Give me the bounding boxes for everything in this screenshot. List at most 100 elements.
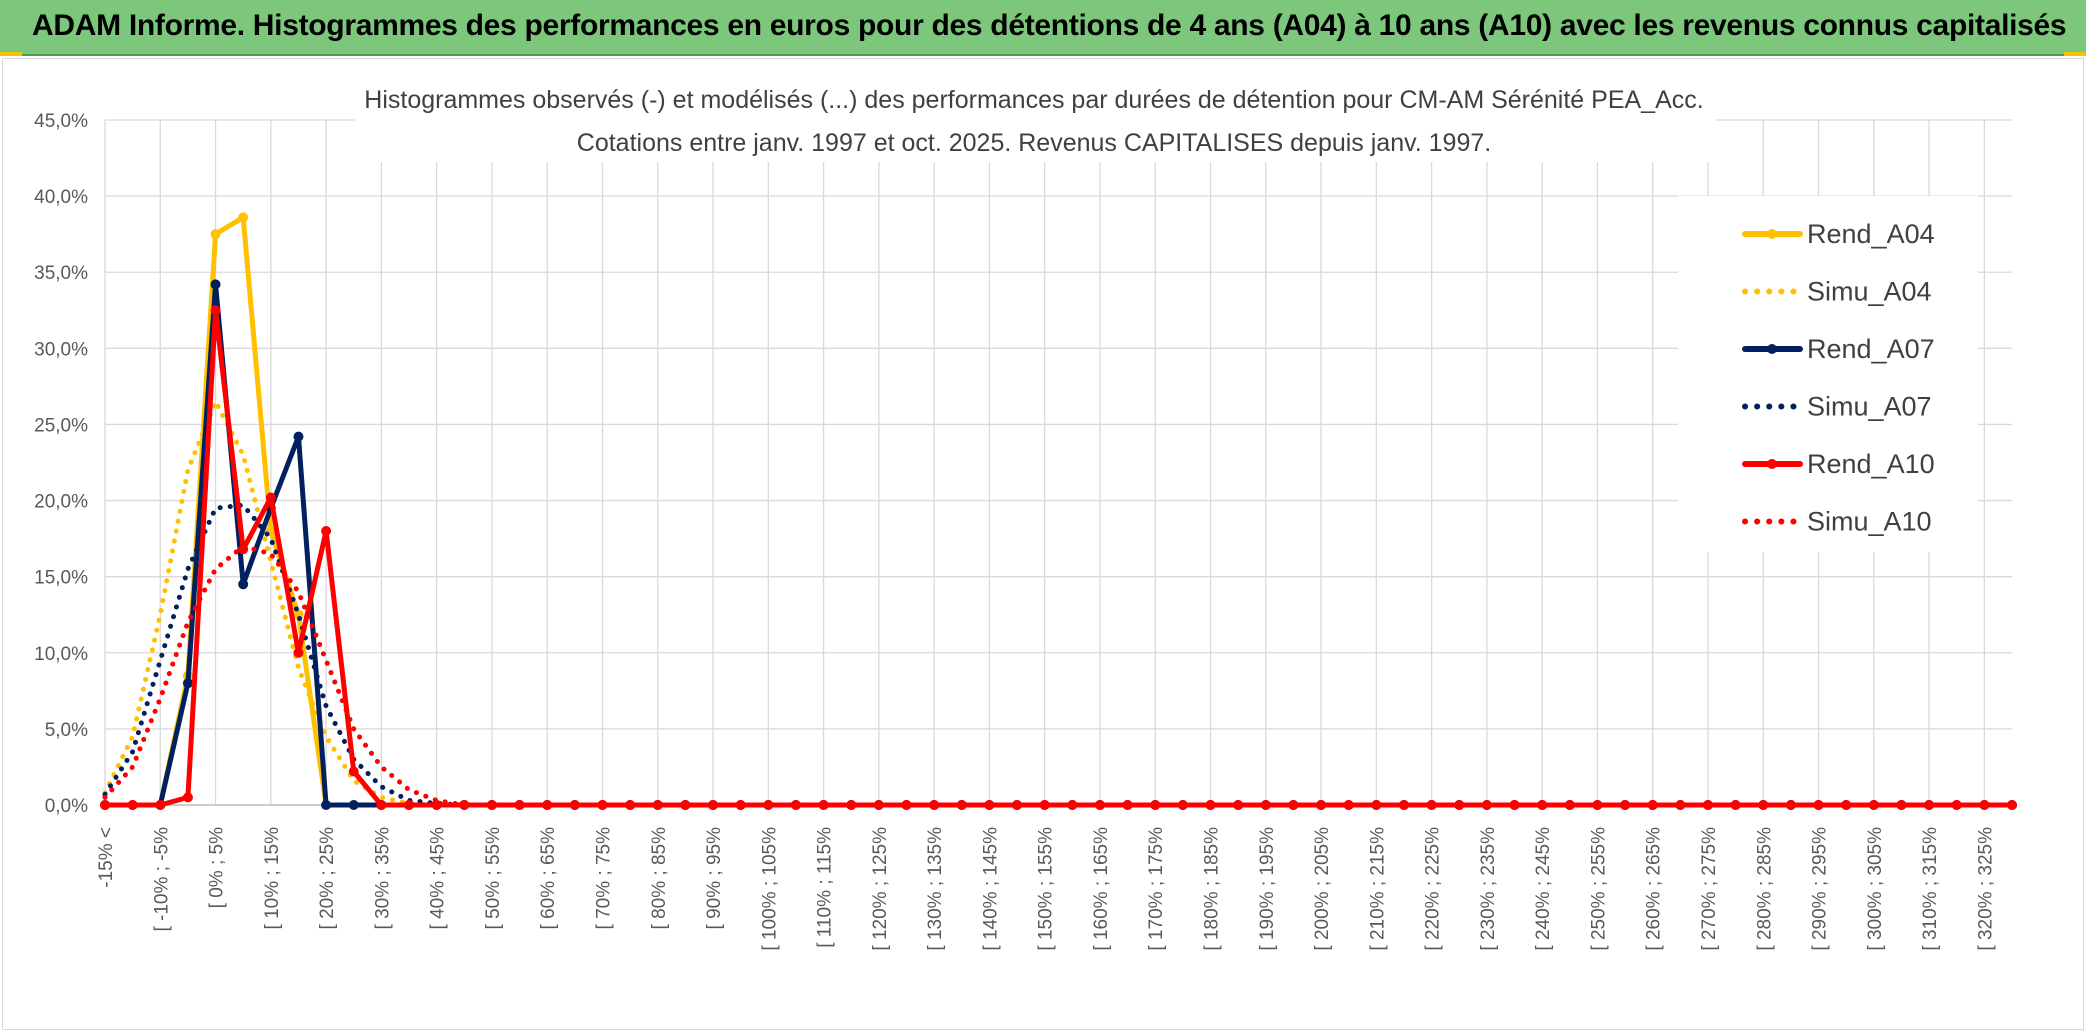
point-Rend_A10 <box>1785 800 1796 810</box>
x-tick-label: [ 70% ; 75% <box>593 827 614 930</box>
x-tick-label: [ 120% ; 125% <box>870 827 891 951</box>
y-tick-label: 25,0% <box>34 415 88 436</box>
legend-item-Rend_A10: Rend_A10 <box>1742 449 1935 479</box>
point-Rend_A10 <box>348 766 359 777</box>
report-banner: ADAM Informe. Histogrammes des performan… <box>0 0 2086 56</box>
point-Rend_A10 <box>1841 800 1852 810</box>
legend: Rend_A04 Simu_A04 Rend_A07 Simu_A07 Rend_A10… <box>1742 219 1935 537</box>
point-Rend_A07 <box>293 431 304 442</box>
x-tick-label: [ 210% ; 215% <box>1367 827 1388 951</box>
point-Rend_A10 <box>100 800 110 810</box>
x-tick-label: [ 0% ; 5% <box>207 827 228 908</box>
point-Rend_A10 <box>1951 800 1962 810</box>
y-tick-label: 35,0% <box>34 263 88 284</box>
line-Simu_A10 <box>102 543 2015 808</box>
point-Rend_A10 <box>514 800 525 810</box>
legend-marker <box>1767 229 1777 239</box>
series-Simu_A10 <box>102 543 2015 808</box>
legend-label: Rend_A04 <box>1807 219 1935 249</box>
point-Rend_A10 <box>1868 800 1879 810</box>
y-tick-label: 0,0% <box>45 796 88 817</box>
y-tick-label: 10,0% <box>34 644 88 665</box>
point-Rend_A07 <box>238 579 249 590</box>
legend-label: Simu_A07 <box>1807 392 1932 422</box>
point-Rend_A10 <box>818 800 829 810</box>
point-Rend_A10 <box>625 800 636 810</box>
legend-item-Simu_A04: Simu_A04 <box>1742 277 1932 307</box>
x-tick-label: [ 80% ; 85% <box>649 827 670 930</box>
x-tick-label: [ 30% ; 35% <box>372 827 393 930</box>
x-tick-label: [ 280% ; 285% <box>1754 827 1775 951</box>
point-Rend_A10 <box>486 800 497 810</box>
x-tick-label: [ 90% ; 95% <box>704 827 725 930</box>
point-Rend_A10 <box>404 800 415 810</box>
point-Rend_A10 <box>1537 800 1548 810</box>
x-tick-label: [ 170% ; 175% <box>1146 827 1167 951</box>
x-axis-tick-labels: -15% < [ -10% ; -5% [ 0% ; 5% [ 10% ; 15% [ … <box>96 827 1996 951</box>
x-tick-label: [ 310% ; 315% <box>1920 827 1941 951</box>
point-Rend_A10 <box>1012 800 1023 810</box>
point-Rend_A10 <box>265 492 276 503</box>
point-Rend_A10 <box>1039 800 1050 810</box>
y-tick-label: 45,0% <box>34 111 88 132</box>
point-Rend_A10 <box>210 305 221 316</box>
x-tick-label: [ 50% ; 55% <box>483 827 504 930</box>
title-background <box>355 80 1715 162</box>
x-tick-label: [ 110% ; 115% <box>815 827 836 948</box>
x-tick-label: [ 150% ; 155% <box>1036 827 1057 951</box>
legend-label: Rend_A10 <box>1807 449 1935 479</box>
x-tick-label: [ 300% ; 305% <box>1865 827 1886 951</box>
point-Rend_A10 <box>1675 800 1686 810</box>
x-tick-label: [ 220% ; 225% <box>1423 827 1444 951</box>
point-Rend_A10 <box>708 800 719 810</box>
point-Rend_A04 <box>210 229 221 240</box>
x-tick-label: [ 260% ; 265% <box>1644 827 1665 951</box>
x-tick-label: [ 240% ; 245% <box>1533 827 1554 951</box>
point-Rend_A04 <box>238 212 249 223</box>
y-tick-label: 5,0% <box>45 720 88 741</box>
point-Rend_A10 <box>1150 800 1161 810</box>
y-tick-label: 30,0% <box>34 339 88 360</box>
x-tick-label: [ 140% ; 145% <box>980 827 1001 951</box>
point-Rend_A10 <box>1122 800 1133 810</box>
point-Rend_A07 <box>348 800 359 810</box>
point-Rend_A10 <box>293 647 304 658</box>
point-Rend_A10 <box>597 800 608 810</box>
chart-subtitle: Cotations entre janv. 1997 et oct. 2025.… <box>577 129 1491 157</box>
y-tick-label: 15,0% <box>34 568 88 589</box>
legend-item-Rend_A04: Rend_A04 <box>1742 219 1935 249</box>
point-Rend_A07 <box>182 678 193 689</box>
point-Rend_A10 <box>127 800 138 810</box>
legend-label: Simu_A04 <box>1807 277 1932 307</box>
legend-label: Rend_A07 <box>1807 334 1935 364</box>
point-Rend_A10 <box>431 800 442 810</box>
legend-marker <box>1767 459 1777 469</box>
report-title: ADAM Informe. Histogrammes des performan… <box>32 9 2067 42</box>
x-tick-label: [ 130% ; 135% <box>925 827 946 951</box>
point-Rend_A10 <box>1647 800 1658 810</box>
x-tick-label: [ 10% ; 15% <box>262 827 283 930</box>
point-Rend_A10 <box>376 800 387 810</box>
series-lines <box>100 212 2017 810</box>
legend-label: Simu_A10 <box>1807 507 1932 537</box>
point-Rend_A10 <box>929 800 940 810</box>
legend-item-Simu_A07: Simu_A07 <box>1742 392 1932 422</box>
point-Rend_A10 <box>1564 800 1575 810</box>
point-Rend_A10 <box>321 526 332 536</box>
point-Rend_A10 <box>1426 800 1437 810</box>
x-tick-label: -15% < <box>96 827 117 888</box>
point-Rend_A10 <box>155 800 166 810</box>
legend-item-Simu_A10: Simu_A10 <box>1742 507 1932 537</box>
point-Rend_A10 <box>1758 800 1769 810</box>
legend-background <box>1678 196 1978 552</box>
x-tick-label: [ 40% ; 45% <box>428 827 449 930</box>
point-Rend_A10 <box>1233 800 1244 810</box>
point-Rend_A10 <box>735 800 746 810</box>
x-tick-label: [ 20% ; 25% <box>317 827 338 930</box>
point-Rend_A10 <box>901 800 912 810</box>
banner-accent-left <box>0 52 22 56</box>
chart-title: Histogrammes observés (-) et modélisés (… <box>364 86 1703 114</box>
x-tick-label: [ 180% ; 185% <box>1202 827 1223 951</box>
legend-marker <box>1767 344 1777 354</box>
